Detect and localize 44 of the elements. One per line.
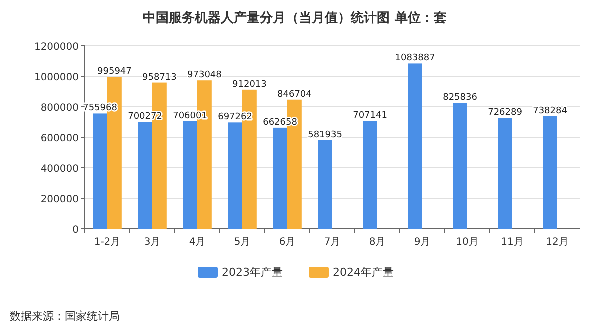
data-label: 958713 — [142, 72, 177, 83]
data-label: 912013 — [232, 80, 267, 90]
x-tick-label: 5月 — [234, 237, 251, 248]
y-tick-label: 200000 — [40, 194, 79, 206]
bar — [498, 118, 512, 229]
y-tick-label: 1200000 — [34, 42, 79, 53]
x-tick-label: 12月 — [546, 237, 569, 248]
bar — [273, 128, 288, 229]
x-tick-label: 3月 — [144, 237, 161, 248]
bar — [408, 64, 422, 229]
legend-label: 2024年产量 — [333, 266, 394, 279]
y-tick-label: 400000 — [40, 164, 79, 175]
x-tick-label: 8月 — [369, 237, 386, 248]
y-tick-label: 1000000 — [34, 72, 79, 84]
source-note: 数据来源：国家统计局 — [10, 310, 120, 323]
x-tick-label: 7月 — [324, 237, 341, 248]
legend-label: 2023年产量 — [222, 266, 283, 279]
data-label: 738284 — [533, 106, 568, 116]
x-tick-label: 6月 — [279, 237, 296, 248]
data-label: 995947 — [98, 67, 132, 78]
x-tick-label: 4月 — [189, 237, 206, 248]
bar — [228, 122, 242, 229]
data-label: 846704 — [278, 90, 312, 100]
bar — [138, 122, 152, 229]
y-tick-label: 800000 — [40, 103, 79, 114]
data-label: 707141 — [353, 111, 388, 122]
bar — [363, 121, 378, 229]
data-label: 825836 — [443, 93, 478, 104]
bar — [318, 140, 332, 229]
data-label: 973048 — [188, 70, 222, 81]
data-label: 726289 — [488, 108, 523, 118]
data-label: 1083887 — [395, 54, 436, 64]
x-tick-label: 11月 — [501, 237, 524, 248]
data-label: 581935 — [308, 130, 342, 140]
bar — [93, 114, 108, 229]
x-tick-label: 10月 — [456, 237, 479, 248]
chart-title: 中国服务机器人产量分月（当月值）统计图 单位：套 — [143, 10, 447, 26]
y-tick-label: 600000 — [40, 134, 79, 144]
bar — [453, 103, 468, 229]
x-tick-label: 1-2月 — [94, 237, 121, 248]
y-tick-label: 0 — [72, 225, 79, 236]
bar — [543, 116, 558, 229]
bar — [183, 121, 198, 229]
x-tick-label: 9月 — [414, 237, 431, 248]
